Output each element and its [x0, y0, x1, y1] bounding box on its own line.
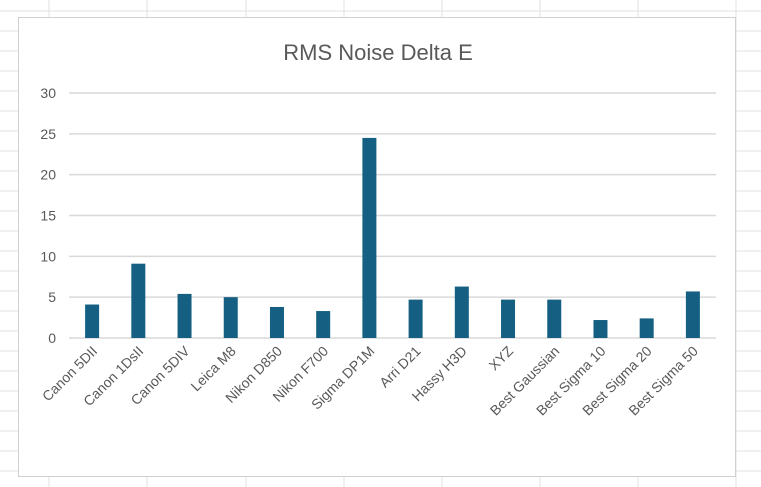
bar: [269, 306, 284, 338]
y-tick-label: 20: [40, 167, 56, 183]
bars: [85, 137, 700, 338]
bar: [501, 299, 516, 338]
bar: [454, 286, 469, 338]
y-axis-ticks: 0 5 10 15 20 25 30: [40, 85, 56, 346]
bar: [547, 299, 562, 338]
chart-title: RMS Noise Delta E: [283, 40, 473, 65]
y-tick-label: 25: [40, 126, 56, 142]
bar: [593, 320, 608, 338]
y-tick-label: 5: [48, 289, 56, 305]
bar: [223, 297, 238, 338]
y-tick-label: 10: [40, 248, 56, 264]
bar: [316, 311, 331, 338]
y-tick-label: 30: [40, 85, 56, 101]
y-tick-label: 15: [40, 208, 56, 224]
x-tick-label: Arri D21: [376, 343, 424, 391]
chart-frame[interactable]: RMS Noise Delta E 0 5 10 15 20 25 30 Canon 5DI…: [18, 17, 736, 477]
bar: [639, 318, 654, 338]
bar: [177, 293, 192, 338]
gridlines: [69, 92, 716, 339]
bar: [685, 291, 700, 338]
bar-chart: RMS Noise Delta E 0 5 10 15 20 25 30 Canon 5DI…: [39, 40, 716, 419]
bar: [131, 263, 146, 338]
x-tick-label: XYZ: [486, 342, 517, 373]
bar: [408, 299, 423, 338]
y-tick-label: 0: [48, 330, 56, 346]
bar: [362, 137, 377, 338]
bar: [85, 304, 100, 338]
